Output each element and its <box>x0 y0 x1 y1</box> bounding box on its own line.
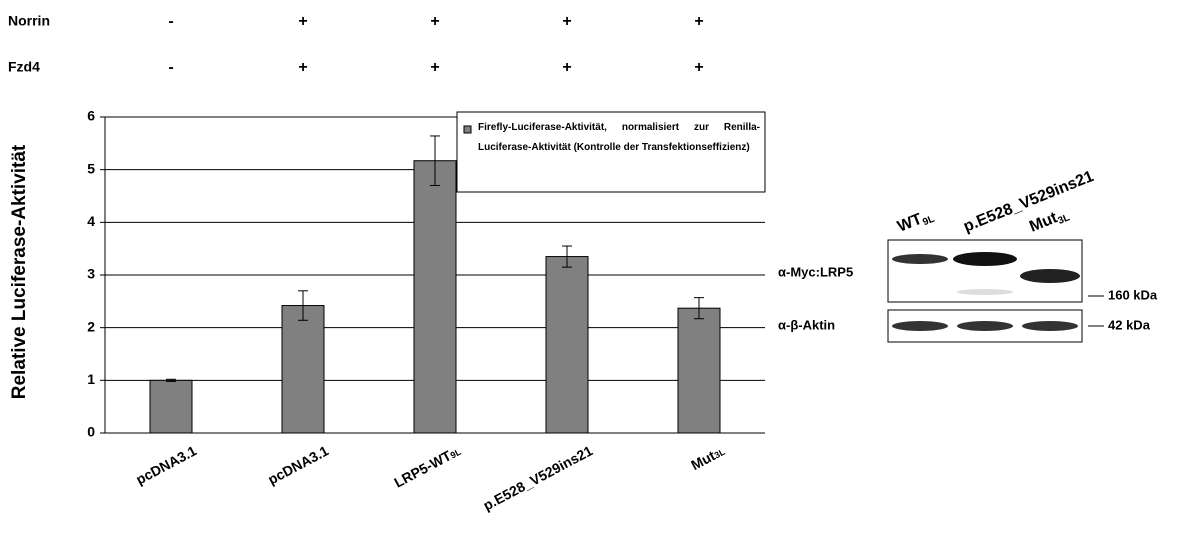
condition-sign: + <box>562 59 571 76</box>
condition-sign: - <box>168 59 173 76</box>
condition-sign: + <box>430 13 439 30</box>
x-tick-text: p.E528_V529ins21 <box>481 443 596 514</box>
y-tick-label: 3 <box>87 266 95 282</box>
bar <box>414 161 456 433</box>
y-tick-label: 1 <box>87 371 95 387</box>
condition-sign: + <box>694 13 703 30</box>
condition-label: Norrin <box>8 13 50 29</box>
legend-text-box: Firefly-Luciferase-Aktivität, normalisie… <box>478 118 760 188</box>
western-blot <box>888 240 1104 342</box>
size-marker: 42 kDa <box>1108 317 1151 332</box>
x-tick-label: Mut3L <box>689 442 728 473</box>
condition-label: Fzd4 <box>8 59 40 75</box>
legend-swatch <box>464 126 471 133</box>
bar <box>282 306 324 433</box>
y-tick-label: 2 <box>87 318 95 334</box>
x-tick-text: LRP5-WT <box>392 447 455 491</box>
condition-sign: + <box>562 13 571 30</box>
lane-text: WT <box>895 211 925 236</box>
blot-row-label: α-Myc:LRP5 <box>778 264 853 279</box>
band <box>892 254 948 264</box>
band <box>953 252 1017 266</box>
lane-subscript: 9L <box>921 214 936 229</box>
condition-sign: + <box>298 59 307 76</box>
x-tick-text: pcDNA3.1 <box>265 443 331 488</box>
lane-label: WT9L <box>895 206 936 237</box>
legend: Firefly-Luciferase-Aktivität, normalisie… <box>457 112 765 192</box>
figure: Relative Luciferase-Aktivität Norrin - + + +… <box>0 0 1182 559</box>
lane-subscript: 3L <box>1056 212 1071 227</box>
condition-sign: + <box>694 59 703 76</box>
band <box>1022 321 1078 331</box>
blot-row-label: α-β-Aktin <box>778 317 835 332</box>
condition-sign: - <box>168 13 173 30</box>
condition-sign: + <box>430 59 439 76</box>
lane-text: Mut <box>1027 209 1060 236</box>
x-tick-label: p.E528_V529ins21 <box>481 443 596 514</box>
x-tick-label: LRP5-WT9L <box>392 442 464 491</box>
y-tick-label: 4 <box>87 213 95 229</box>
band <box>1020 269 1080 283</box>
y-tick-label: 6 <box>87 108 95 124</box>
condition-sign: + <box>298 13 307 30</box>
band <box>957 289 1013 295</box>
band <box>892 321 948 331</box>
x-tick-text: pcDNA3.1 <box>133 443 199 488</box>
size-marker: 160 kDa <box>1108 287 1158 302</box>
bar <box>678 308 720 433</box>
x-tick-label: pcDNA3.1 <box>265 443 331 488</box>
y-axis-label: Relative Luciferase-Aktivität <box>9 144 30 399</box>
y-tick-label: 5 <box>87 160 95 176</box>
x-tick-label: pcDNA3.1 <box>133 443 199 488</box>
legend-label: Firefly-Luciferase-Aktivität, normalisie… <box>478 118 760 158</box>
bar <box>546 257 588 433</box>
y-tick-label: 0 <box>87 424 95 440</box>
bar <box>150 380 192 433</box>
band <box>957 321 1013 331</box>
lane-label: Mut3L <box>1027 205 1071 238</box>
